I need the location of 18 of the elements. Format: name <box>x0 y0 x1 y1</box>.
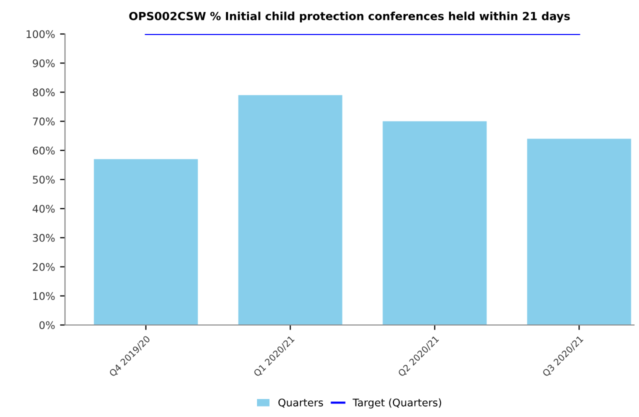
y-tick-label: 50% <box>32 176 55 184</box>
legend-label: Quarters <box>278 398 323 408</box>
chart-title: OPS002CSW % Initial child protection conferences held within 21 days <box>129 12 570 23</box>
y-tick-label: 60% <box>32 146 55 155</box>
y-tick-label: 40% <box>32 204 55 213</box>
y-tick-label: 80% <box>32 88 55 96</box>
legend-label: Target (Quarters) <box>352 398 442 408</box>
bar <box>94 159 198 325</box>
bar <box>527 138 632 325</box>
y-tick-label: 10% <box>33 292 55 300</box>
y-tick-label: 100% <box>26 30 55 38</box>
bar <box>382 121 487 325</box>
y-tick-label: 90% <box>32 59 55 68</box>
bar <box>238 95 342 325</box>
y-tick-label: 0% <box>39 321 55 330</box>
y-tick-label: 70% <box>32 118 55 126</box>
y-tick-label: 20% <box>32 263 55 271</box>
y-tick-label: 30% <box>32 234 55 242</box>
